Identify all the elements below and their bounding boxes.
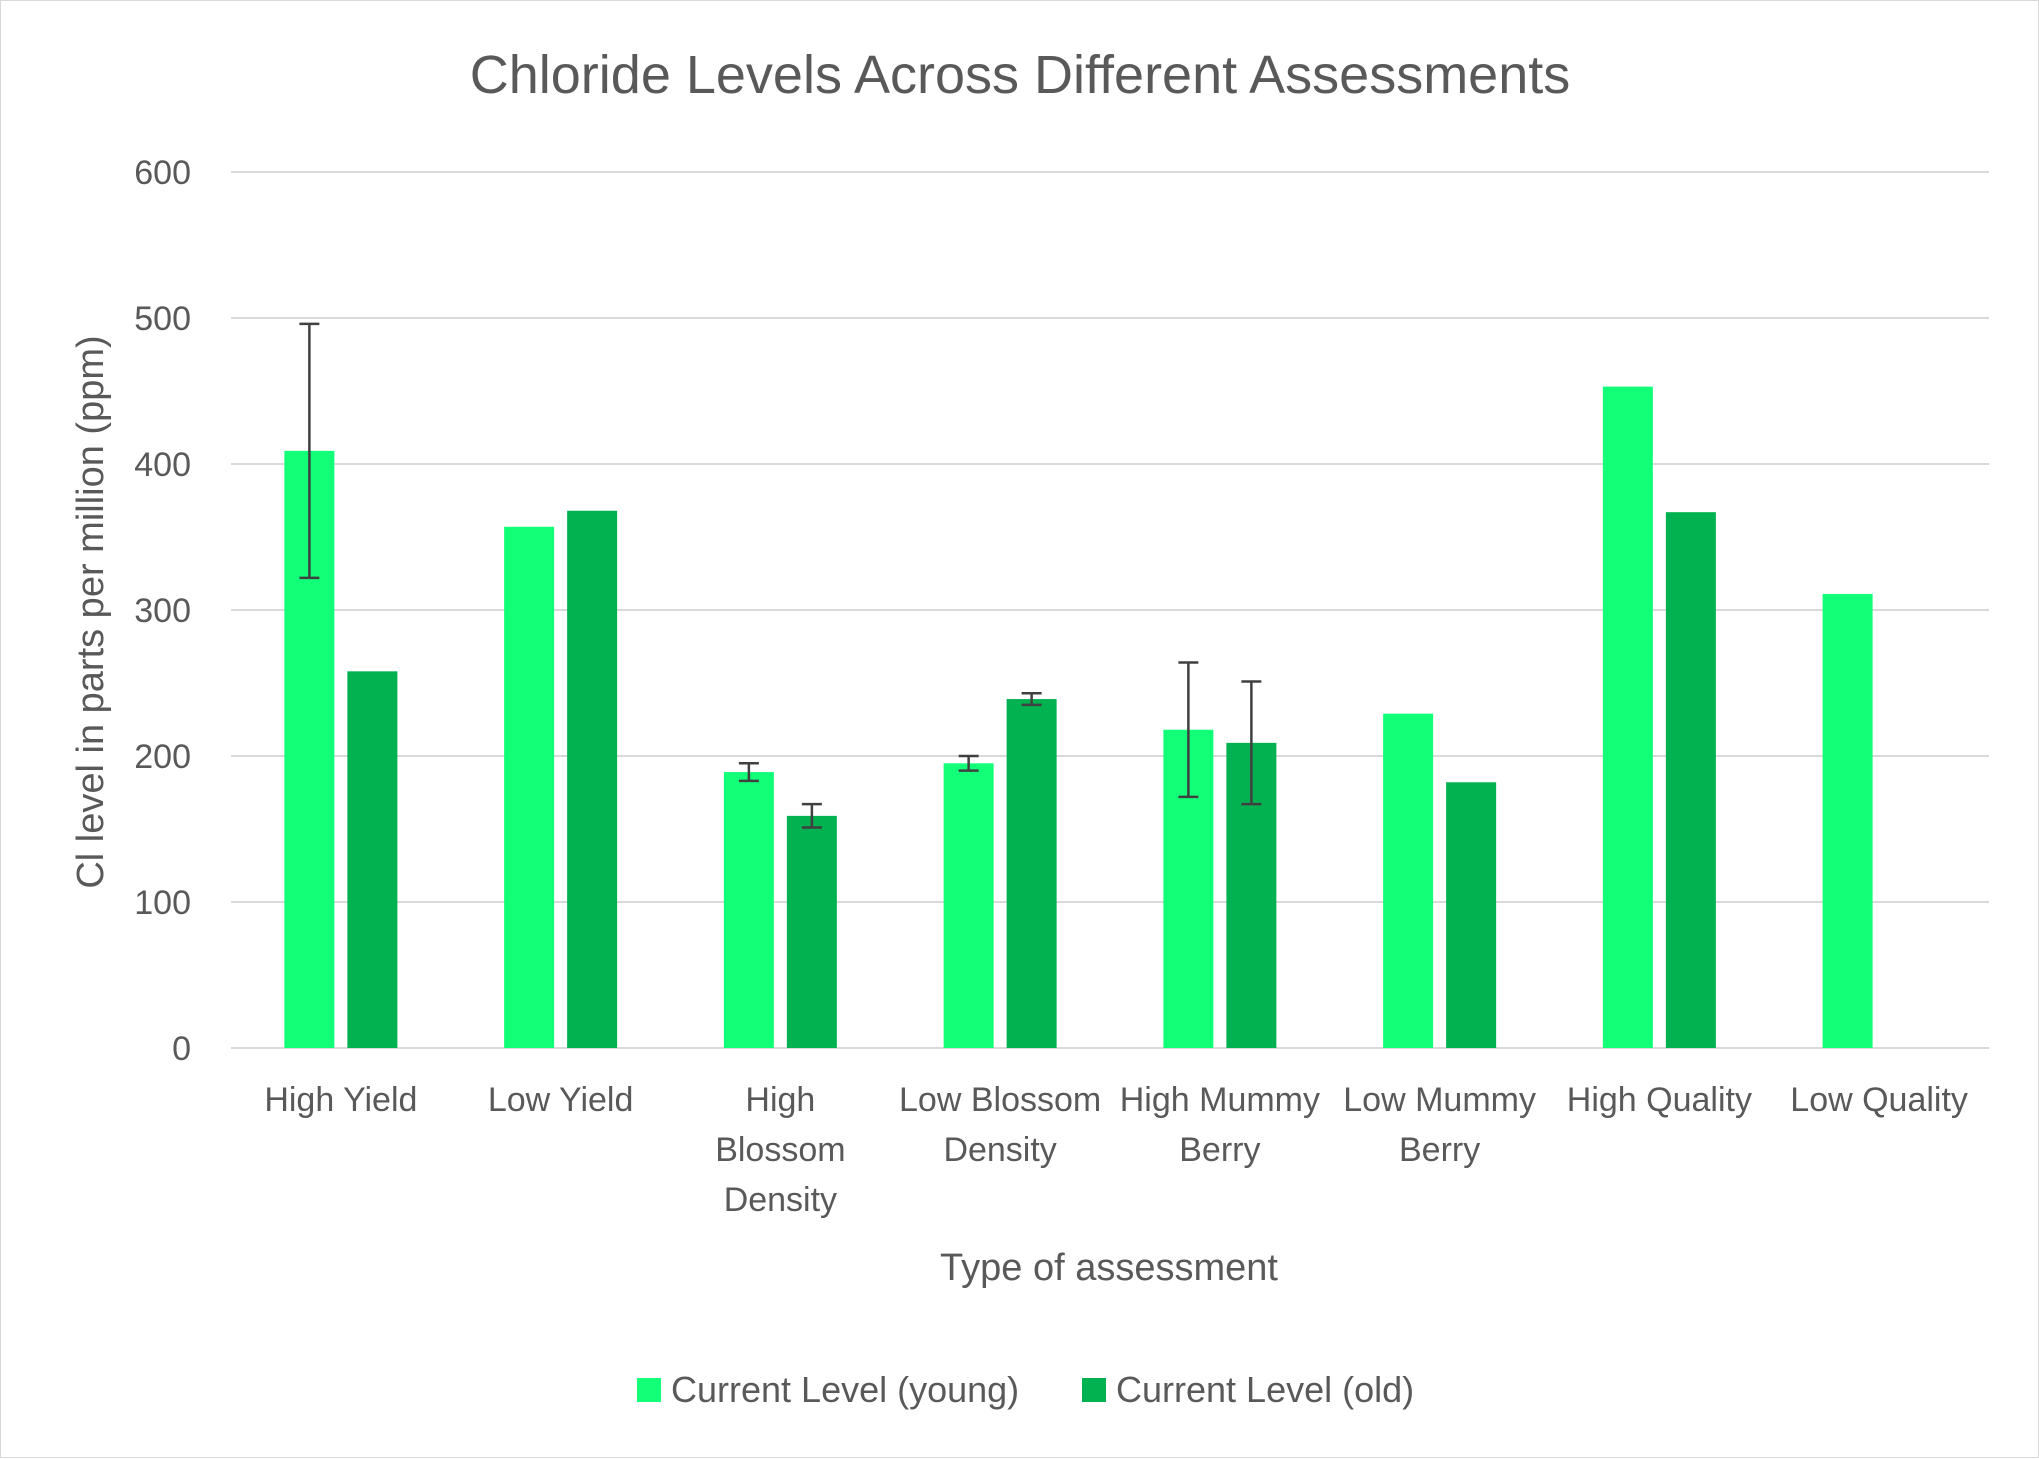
y-tick-label: 300 bbox=[134, 592, 191, 630]
y-axis-title: Cl level in parts per million (ppm) bbox=[70, 335, 112, 888]
bars bbox=[284, 386, 1873, 1049]
y-tick-label: 200 bbox=[134, 738, 191, 776]
bar-young bbox=[1602, 386, 1653, 1048]
x-tick-label-line: Blossom bbox=[715, 1131, 845, 1169]
x-tick-label-line: High Quality bbox=[1567, 1081, 1752, 1119]
y-tick-label: 100 bbox=[134, 884, 191, 922]
x-tick-label-line: Low Yield bbox=[488, 1081, 634, 1119]
x-tick-label-line: High bbox=[745, 1081, 815, 1119]
bar-old bbox=[1665, 512, 1716, 1048]
x-tick-label: High Blossom Density bbox=[715, 1081, 845, 1219]
gridlines bbox=[231, 171, 1989, 1049]
x-tick-label-line: Berry bbox=[1179, 1131, 1260, 1169]
x-tick-label-line: Density bbox=[724, 1181, 837, 1219]
x-tick-label-line: Low Mummy bbox=[1343, 1081, 1536, 1119]
x-tick-label-line: Low Blossom bbox=[899, 1081, 1101, 1119]
bar-old bbox=[347, 671, 398, 1048]
legend: Current Level (young) Current Level (old) bbox=[637, 1369, 1414, 1410]
y-tick-label: 500 bbox=[134, 300, 191, 338]
bar-young bbox=[1822, 593, 1873, 1048]
bar-young bbox=[723, 772, 774, 1048]
bar-old bbox=[567, 510, 618, 1049]
bar-young bbox=[943, 763, 994, 1048]
legend-label-young: Current Level (young) bbox=[671, 1369, 1019, 1410]
x-tick-label-line: Density bbox=[943, 1131, 1056, 1169]
x-axis-title: Type of assessment bbox=[940, 1247, 1278, 1289]
bar-old bbox=[1006, 699, 1057, 1048]
legend-swatch-young bbox=[637, 1378, 661, 1402]
x-tick-label: Low Quality bbox=[1790, 1081, 1968, 1119]
x-tick-label: Low Blossom Density bbox=[899, 1081, 1101, 1169]
bar-old bbox=[1446, 782, 1497, 1048]
x-axis-ticks: High Yield Low Yield High Blossom DensityLow… bbox=[264, 1081, 1968, 1219]
legend-swatch-old bbox=[1082, 1378, 1106, 1402]
bar-old bbox=[786, 815, 837, 1048]
y-tick-label: 0 bbox=[172, 1030, 191, 1068]
x-tick-label-line: Low Quality bbox=[1790, 1081, 1968, 1119]
error-bars bbox=[299, 322, 1262, 829]
bar-young bbox=[504, 526, 555, 1048]
x-tick-label-line: High Yield bbox=[264, 1081, 417, 1119]
x-tick-label: Low Yield bbox=[488, 1081, 634, 1119]
y-tick-label: 400 bbox=[134, 446, 191, 484]
x-tick-label-line: High Mummy bbox=[1120, 1081, 1320, 1119]
bar-young bbox=[1383, 713, 1434, 1048]
y-tick-label: 600 bbox=[134, 154, 191, 192]
legend-label-old: Current Level (old) bbox=[1116, 1369, 1414, 1410]
x-tick-label: Low Mummy Berry bbox=[1343, 1081, 1536, 1169]
chart-title: Chloride Levels Across Different Assessm… bbox=[470, 45, 1571, 105]
x-tick-label-line: Berry bbox=[1399, 1131, 1480, 1169]
x-tick-label: High Yield bbox=[264, 1081, 417, 1119]
x-tick-label: High Mummy Berry bbox=[1120, 1081, 1320, 1169]
x-tick-label: High Quality bbox=[1567, 1081, 1752, 1119]
y-axis-ticks: 0 100 200 300 400 500 600 bbox=[134, 154, 191, 1068]
